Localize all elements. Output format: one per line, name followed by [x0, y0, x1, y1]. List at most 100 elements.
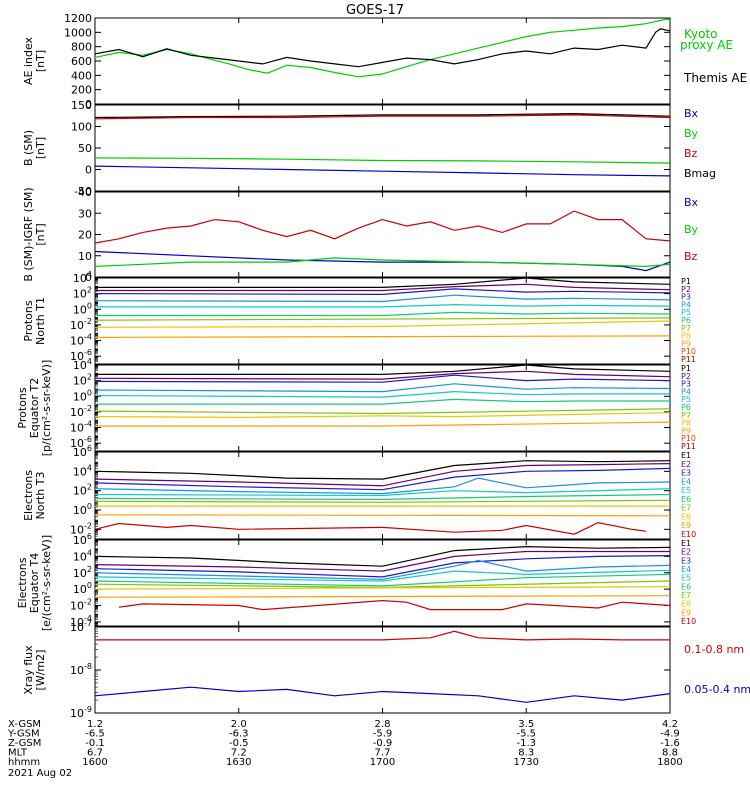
- y-axis-label: [nT]: [34, 137, 47, 159]
- y-axis-label: [e/(cm²-s-sr-keV)]: [40, 535, 53, 631]
- legend-entry: P1: [681, 277, 691, 286]
- series-line-0-05-0-4-nm: [94, 686, 671, 703]
- y-tick-label: 100: [73, 502, 92, 517]
- y-tick-label: 10: [78, 250, 92, 263]
- legend-entry: P6: [681, 316, 691, 325]
- series-line-e7: [94, 499, 671, 503]
- series-line-bmag: [94, 112, 671, 119]
- legend-entry: P1: [681, 364, 691, 373]
- time-axis-value: 6.7: [87, 748, 103, 759]
- series-line-e4: [94, 477, 671, 495]
- time-axis-value: 1800: [657, 757, 682, 768]
- y-tick-label: 106: [73, 444, 92, 459]
- series-line-e4: [94, 559, 671, 580]
- series-line-e5: [94, 569, 671, 582]
- series-line-p6: [95, 311, 671, 317]
- legend-entry: P4: [681, 387, 691, 396]
- y-tick-label: 200: [71, 84, 92, 97]
- series-line-p2: [95, 283, 671, 292]
- y-tick-label: 100: [73, 388, 92, 403]
- time-axis-value: 3.5: [518, 719, 534, 730]
- legend-entry: E6: [681, 495, 691, 504]
- y-axis-label: [nT]: [34, 223, 47, 245]
- legend-entry: Bz: [684, 147, 698, 160]
- series-line-e10: [94, 521, 647, 535]
- y-tick-label: 10-2: [70, 521, 92, 536]
- series-line-e8: [94, 586, 671, 590]
- series-line-bz: [94, 210, 671, 244]
- series-line-e6: [94, 573, 671, 587]
- legend-entry: P10: [681, 434, 696, 443]
- time-axis-value: 1630: [226, 757, 251, 768]
- series-line-p4: [94, 383, 671, 393]
- legend-entry: P7: [681, 411, 691, 420]
- time-axis-row-label: Y-GSM: [7, 729, 40, 740]
- legend-entry: P2: [681, 285, 691, 294]
- y-tick-label: 30: [78, 207, 92, 220]
- time-axis-value: -0.5: [229, 738, 249, 749]
- series-line-p8: [94, 412, 671, 419]
- y-tick-label: 400: [71, 69, 92, 82]
- series-line-p3: [94, 288, 671, 296]
- y-tick-label: 10-6: [70, 348, 92, 363]
- series-line-e9: [94, 595, 671, 598]
- series-line-e2: [94, 550, 670, 572]
- series-line-e6: [94, 493, 671, 501]
- y-tick-label: 40: [78, 186, 92, 199]
- y-axis-label: Electrons: [22, 470, 35, 521]
- y-tick-label: 10-4: [70, 333, 92, 348]
- series-line-bz: [94, 114, 671, 120]
- series-line-e2: [94, 463, 671, 487]
- time-axis-value: 2.0: [231, 719, 247, 730]
- legend-entry: P11: [681, 442, 696, 451]
- legend-entry: E1: [681, 451, 691, 460]
- legend-entry: P5: [681, 308, 691, 317]
- series-line-e1: [94, 545, 671, 567]
- legend-entry: Bx: [684, 196, 699, 209]
- y-tick-label: 104: [73, 548, 92, 563]
- legend-entry: E1: [681, 539, 691, 548]
- y-axis-label: B (SM): [22, 130, 35, 166]
- y-tick-label: 104: [73, 270, 92, 285]
- legend-entry: P3: [681, 293, 691, 302]
- legend-entry: E9: [681, 608, 691, 617]
- y-tick-label: 102: [73, 286, 92, 301]
- time-axis-row-label: X-GSM: [8, 719, 41, 730]
- series-line-themis-ae: [94, 28, 671, 68]
- time-axis-row-label: Z-GSM: [8, 738, 41, 749]
- y-axis-label: Protons: [22, 300, 35, 341]
- y-tick-label: 20: [78, 229, 92, 242]
- legend-entry: E3: [681, 469, 691, 478]
- time-axis-value: 8.8: [662, 748, 678, 759]
- time-axis-value: 8.3: [518, 748, 534, 759]
- series-line-p1: [95, 364, 671, 375]
- legend-entry: P6: [681, 403, 691, 412]
- series-line-p7: [94, 317, 671, 321]
- series-line-e3: [94, 467, 671, 491]
- series-line-by: [94, 257, 671, 268]
- series-line-e9: [94, 514, 671, 517]
- legend-entry: E8: [681, 600, 691, 609]
- legend-entry: E7: [681, 504, 691, 513]
- y-tick-label: 10-2: [70, 598, 92, 613]
- series-line-p6: [95, 398, 670, 405]
- time-axis-value: -4.9: [660, 729, 680, 740]
- legend-entry: Bx: [684, 107, 699, 120]
- legend-entry: By: [684, 127, 699, 140]
- y-tick-label: 10-2: [70, 317, 92, 332]
- legend-entry: P8: [681, 419, 691, 428]
- y-axis-label: Protons: [16, 387, 29, 428]
- series-line-e3: [94, 555, 671, 578]
- time-axis-value: -6.3: [229, 729, 249, 740]
- time-axis-value: -1.6: [660, 738, 680, 749]
- panel-xray: 10-7 10-8 10-9 Xray flux [W/m2] 0.1-0.8 nm 0.0…: [22, 619, 750, 720]
- time-axis-value: -0.1: [85, 738, 105, 749]
- legend-entry: E4: [681, 477, 691, 486]
- time-axis-value: 2.8: [375, 719, 391, 730]
- time-axis-value: 1.2: [87, 719, 103, 730]
- y-tick-label: 10-6: [70, 435, 92, 450]
- series-line-bx: [94, 165, 671, 177]
- legend-entry: E8: [681, 512, 691, 521]
